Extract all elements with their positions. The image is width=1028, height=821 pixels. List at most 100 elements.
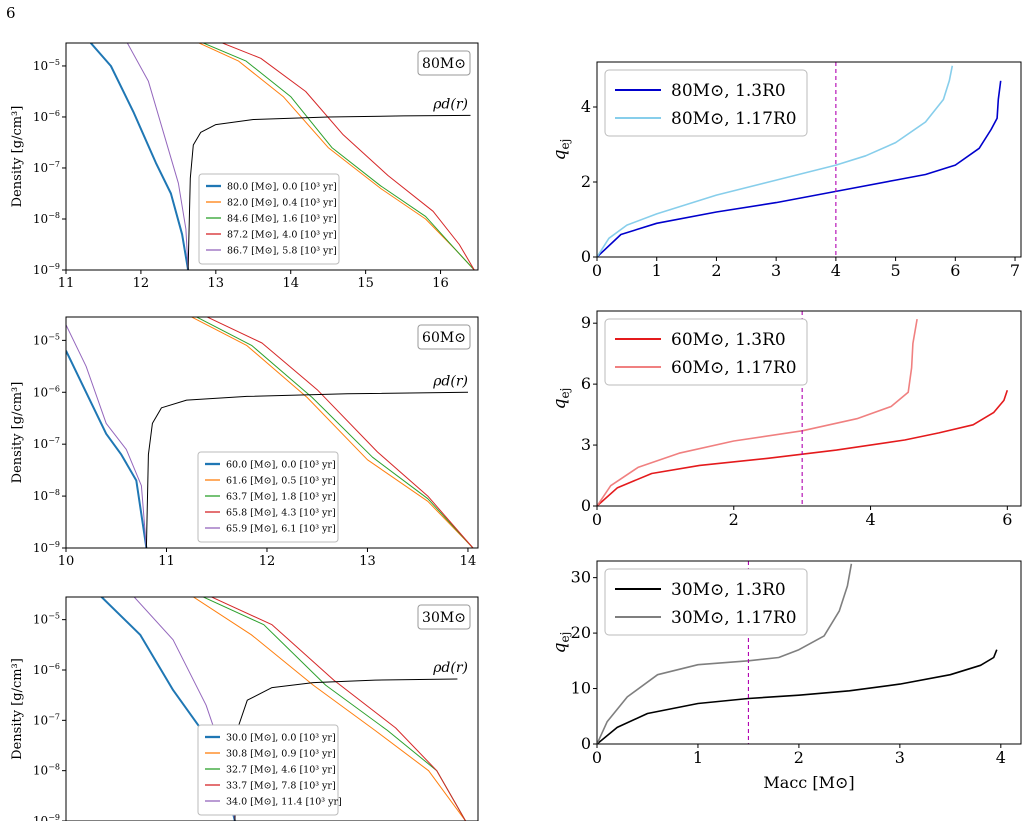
series-group xyxy=(597,563,998,744)
legend-box xyxy=(197,724,339,816)
y-tick-label: 10−5 xyxy=(33,332,60,347)
y-tick-label: 10 xyxy=(571,679,591,698)
x-tick-label: 6 xyxy=(950,261,960,280)
y-tick-label: 10−7 xyxy=(33,436,60,451)
legend-label: 30M⊙, 1.17R0 xyxy=(671,608,797,628)
legend-label: 30.8 [M⊙], 0.9 [10³ yr] xyxy=(226,749,336,760)
chart-panel-5: 0 2 4 6 0 3 6 9 qej 60M⊙, 1.3R0 60M⊙, 1.17R0 xyxy=(550,310,1022,529)
x-tick-label: 2 xyxy=(729,510,739,529)
series-line-2 xyxy=(192,597,467,821)
series-group xyxy=(597,65,1002,257)
y-tick-label: 10−6 xyxy=(33,662,60,677)
y-tick-label: 10−9 xyxy=(33,262,60,277)
x-tick-label: 11 xyxy=(58,276,75,291)
x-tick-label: 3 xyxy=(895,748,905,767)
legend-label: 33.7 [M⊙], 7.8 [10³ yr] xyxy=(226,781,336,792)
series-group xyxy=(89,43,475,270)
y-tick-label: 10−8 xyxy=(33,763,60,778)
legend-box xyxy=(198,173,340,265)
y-axis-label: qej xyxy=(550,632,572,654)
axes-frame xyxy=(596,560,1022,745)
legend-box xyxy=(604,69,808,137)
legend-label: 30M⊙, 1.3R0 xyxy=(671,580,786,600)
x-tick-label: 11 xyxy=(158,554,175,569)
y-tick-label: 2 xyxy=(581,172,591,191)
axes-frame xyxy=(596,310,1022,507)
y-tick-label: 10−6 xyxy=(33,109,60,124)
x-tick-label: 6 xyxy=(1002,510,1012,529)
rho-label: ρd(r) xyxy=(432,660,468,676)
legend-box xyxy=(604,318,808,386)
axes-frame xyxy=(65,42,479,271)
series-line-1 xyxy=(597,80,1002,257)
series-line-1 xyxy=(597,649,998,744)
mass-label: 60M⊙ xyxy=(422,330,466,346)
y-tick-label: 10−9 xyxy=(33,540,60,555)
series-line-3 xyxy=(195,317,474,548)
chart-panel-3: 10−9 10−8 10−7 10−6 10−5 Density [g/cm³] 30M⊙ ρ… xyxy=(10,596,479,821)
series-line-2 xyxy=(597,318,918,506)
legend-label: 84.6 [M⊙], 1.6 [10³ yr] xyxy=(227,214,337,225)
x-tick-label: 13 xyxy=(208,276,225,291)
series-line-3 xyxy=(201,43,475,270)
y-tick-label: 0 xyxy=(581,496,591,515)
chart-panel-2: 10 11 12 13 14 10−9 10−8 10−7 10−6 10−5 Density [g… xyxy=(10,316,479,569)
series-line-2 xyxy=(597,65,954,257)
mass-box xyxy=(417,50,471,76)
x-tick-label: 2 xyxy=(794,748,804,767)
y-axis-label: Density [g/cm³] xyxy=(10,382,25,484)
mass-box xyxy=(417,324,471,350)
mass-box xyxy=(417,604,471,630)
y-tick-label: 10−6 xyxy=(33,384,60,399)
chart-panel-1: 11 12 13 14 15 16 10−9 10−8 10−7 10−6 10−5 Density … xyxy=(10,42,479,291)
legend-label: 61.6 [M⊙], 0.5 [10³ yr] xyxy=(226,476,336,487)
x-tick-label: 14 xyxy=(282,276,299,291)
y-axis-label: Density [g/cm³] xyxy=(10,106,25,208)
legend-label: 65.8 [M⊙], 4.3 [10³ yr] xyxy=(226,508,336,519)
x-axis-label: Macc [M⊙] xyxy=(763,773,854,792)
x-tick-label: 0 xyxy=(592,261,602,280)
mass-label: 80M⊙ xyxy=(422,56,466,72)
series-line-4 xyxy=(206,317,474,548)
legend-box xyxy=(604,568,808,636)
x-tick-label: 14 xyxy=(460,554,477,569)
legend-label: 60M⊙, 1.3R0 xyxy=(671,330,786,350)
legend-label: 87.2 [M⊙], 4.0 [10³ yr] xyxy=(227,230,337,241)
y-tick-label: 20 xyxy=(571,623,591,642)
x-tick-label: 4 xyxy=(996,748,1006,767)
series-line-1 xyxy=(66,350,148,548)
x-tick-label: 0 xyxy=(592,510,602,529)
series-line-4 xyxy=(220,43,475,270)
series-group xyxy=(597,318,1009,506)
page-number: 6 xyxy=(6,4,16,22)
y-tick-label: 10−5 xyxy=(33,612,60,627)
legend-label: 60.0 [M⊙], 0.0 [10³ yr] xyxy=(226,460,336,471)
series-line-1 xyxy=(597,389,1009,506)
y-tick-label: 10−5 xyxy=(33,58,60,73)
legend-label: 80M⊙, 1.17R0 xyxy=(671,109,797,129)
rho-label: ρd(r) xyxy=(432,96,468,112)
legend-label: 80.0 [M⊙], 0.0 [10³ yr] xyxy=(227,182,337,193)
series-line-5 xyxy=(126,43,189,270)
legend-label: 32.7 [M⊙], 4.6 [10³ yr] xyxy=(226,765,336,776)
legend-label: 63.7 [M⊙], 1.8 [10³ yr] xyxy=(226,492,336,503)
series-line-1 xyxy=(89,43,190,270)
legend-label: 65.9 [M⊙], 6.1 [10³ yr] xyxy=(226,524,336,535)
axes-frame xyxy=(65,596,479,821)
x-tick-label: 12 xyxy=(133,276,150,291)
x-tick-label: 16 xyxy=(432,276,449,291)
x-tick-label: 12 xyxy=(259,554,276,569)
x-tick-label: 3 xyxy=(771,261,781,280)
axes-frame xyxy=(596,61,1022,258)
x-tick-label: 4 xyxy=(831,261,841,280)
y-axis-label: qej xyxy=(550,388,572,410)
y-tick-label: 4 xyxy=(581,97,591,116)
y-tick-label: 30 xyxy=(571,568,591,587)
x-tick-label: 4 xyxy=(865,510,875,529)
legend-label: 82.0 [M⊙], 0.4 [10³ yr] xyxy=(227,198,337,209)
legend-box xyxy=(197,451,339,543)
x-tick-label: 1 xyxy=(652,261,662,280)
x-tick-label: 10 xyxy=(58,554,75,569)
legend-label: 86.7 [M⊙], 5.8 [10³ yr] xyxy=(227,246,337,257)
legend-label: 60M⊙, 1.17R0 xyxy=(671,358,797,378)
